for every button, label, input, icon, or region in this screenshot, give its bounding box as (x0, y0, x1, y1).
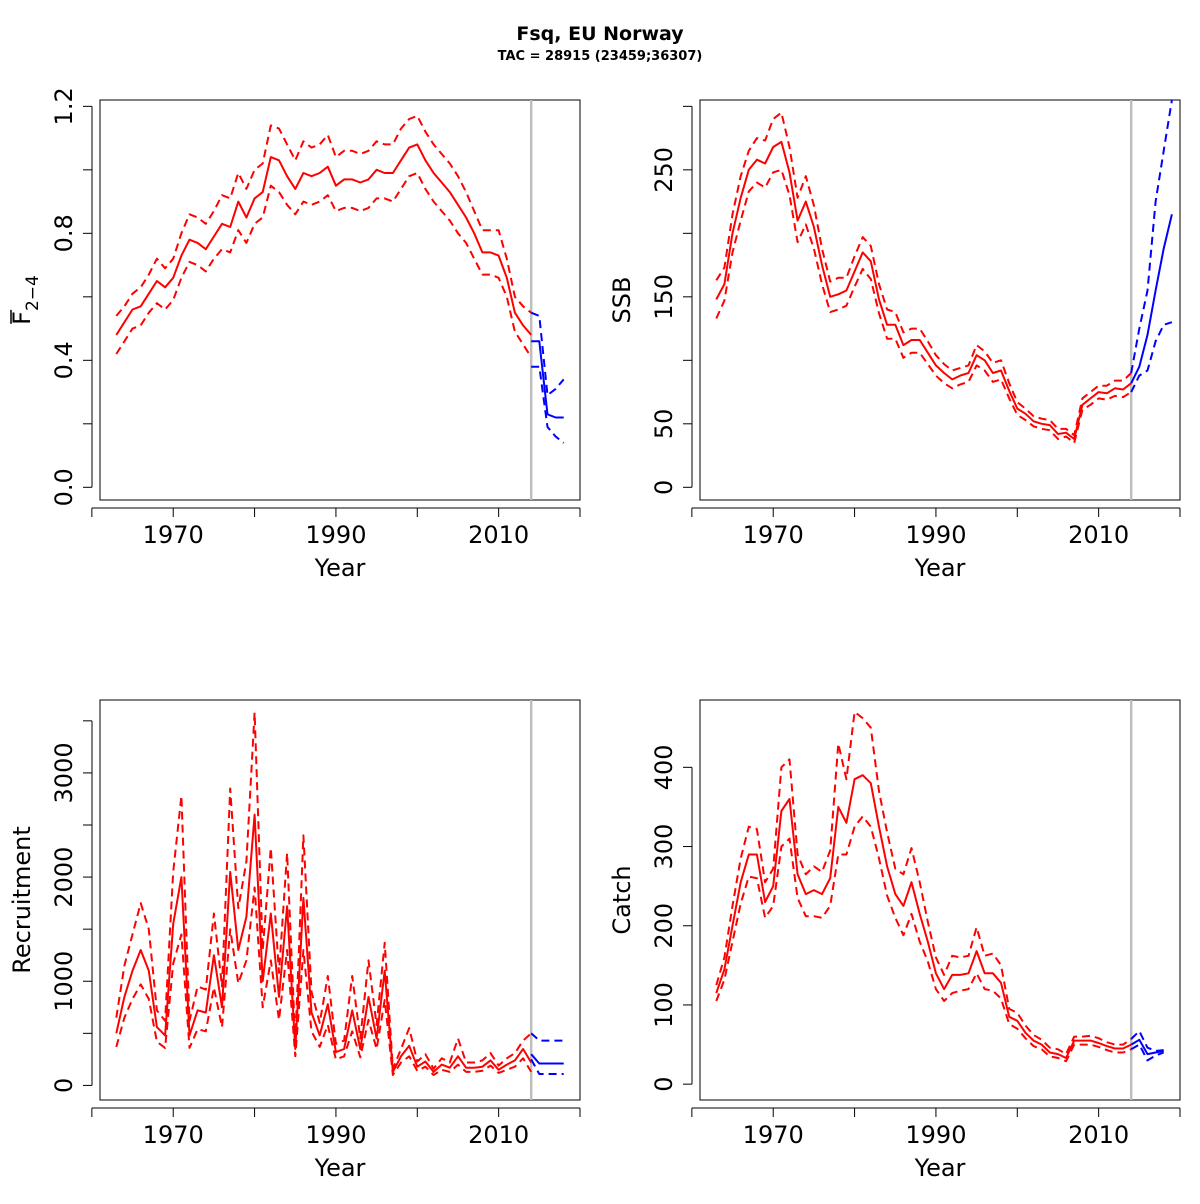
catch-panel-frame (699, 699, 1181, 1101)
figure-subtitle: TAC = 28915 (23459;36307) (498, 49, 703, 64)
f-panel-x-tick-label: 1990 (305, 521, 366, 549)
recruitment-panel-y-tick-label: 1000 (50, 951, 78, 1012)
ssb-panel-y-label: SSB (608, 277, 636, 324)
ssb-panel-y-label-main: SSB (608, 277, 636, 324)
catch-panel-y-tick-label: 200 (650, 903, 678, 949)
ssb-panel-y-tick-label: 0 (650, 480, 678, 495)
catch-panel-y-tick-label: 400 (650, 744, 678, 790)
catch-panel-y-label: Catch (608, 865, 636, 934)
catch-panel-x-label: Year (914, 1154, 966, 1182)
catch-panel-forecast-estimate-line-3 (1130, 1038, 1164, 1056)
recruitment-panel-y-tick-label: 0 (50, 1078, 78, 1093)
recruitment-panel-forecast-bound-line-4 (530, 1032, 564, 1042)
f-panel-frame (99, 99, 581, 501)
catch-panel-y-label-main: Catch (608, 865, 636, 934)
catch-panel-history-bound-line-2 (715, 815, 1132, 1063)
ssb-panel-y-tick-label: 250 (650, 147, 678, 193)
f-panel-y-tick-label: 0.8 (50, 214, 78, 252)
recruitment-panel-x-tick-label: 1970 (143, 1121, 204, 1149)
ssb-panel-x-tick-label: 2010 (1068, 521, 1129, 549)
f-panel-forecast-bound-line-5 (531, 365, 565, 444)
f-panel-y-label-sub: 2−4 (23, 275, 43, 311)
f-panel-y-label-main: F (8, 311, 36, 325)
ssb-panel-y-tick-label: 150 (650, 274, 678, 320)
f-panel-series-group (115, 114, 565, 444)
f-panel: 1970 1990 2010 Year 0.0 0.4 0.8 1.2 F2−4 (8, 87, 581, 582)
ssb-panel-series-group (715, 100, 1173, 444)
recruitment-panel-y-label-main: Recruitment (8, 826, 36, 973)
catch-panel-x-tick-label: 1990 (905, 1121, 966, 1149)
catch-panel-series-group (715, 710, 1165, 1063)
ssb-panel: 1970 1990 2010 Year 0 50 150 250 SSB (608, 99, 1181, 582)
recruitment-panel-y-tick-label: 2000 (50, 847, 78, 908)
f-panel-history-estimate-line-0 (115, 143, 532, 336)
f-panel-y-tick-label: 0.4 (50, 341, 78, 379)
recruitment-panel-x-tick-label: 1990 (305, 1121, 366, 1149)
ssb-panel-frame (699, 99, 1181, 501)
catch-panel-forecast-bound-line-5 (1130, 1043, 1165, 1062)
f-panel-forecast-estimate-line-3 (531, 340, 564, 419)
catch-panel-x-tick-label: 2010 (1068, 1121, 1129, 1149)
catch-panel: 1970 1990 2010 Year 0 100 200 300 400 Catch (608, 699, 1181, 1182)
ssb-panel-x-tick-label: 1990 (905, 521, 966, 549)
recruitment-panel-forecast-bound-line-5 (530, 1058, 564, 1075)
f-panel-y-label: F2−4 (8, 275, 43, 325)
ssb-panel-y-tick-label: 50 (650, 409, 678, 440)
f-panel-x-label: Year (314, 554, 366, 582)
recruitment-panel-forecast-estimate-line-3 (530, 1053, 564, 1065)
ssb-panel-history-bound-line-2 (715, 168, 1132, 444)
catch-panel-y-tick-label: 300 (650, 824, 678, 870)
f-panel-x-tick-label: 1970 (143, 521, 204, 549)
f-panel-x-tick-label: 2010 (468, 521, 529, 549)
recruitment-panel: 1970 1990 2010 Year 0 1000 2000 3000 Recruitment (8, 699, 581, 1182)
figure-title: Fsq, EU Norway (516, 23, 684, 45)
catch-panel-forecast-bound-line-4 (1130, 1030, 1164, 1052)
catch-panel-y-tick-label: 100 (650, 982, 678, 1028)
recruitment-panel-history-estimate-line-0 (115, 813, 533, 1073)
f-panel-history-bound-line-2 (115, 172, 533, 358)
recruitment-panel-x-tick-label: 2010 (468, 1121, 529, 1149)
catch-panel-x-tick-label: 1970 (743, 1121, 804, 1149)
recruitment-panel-frame (99, 699, 581, 1101)
recruitment-panel-history-bound-line-1 (115, 711, 532, 1070)
ssb-panel-forecast-bound-line-5 (1130, 321, 1173, 393)
f-panel-y-tick-label: 1.2 (50, 87, 78, 125)
ssb-panel-history-estimate-line-0 (715, 140, 1132, 440)
catch-panel-y-tick-label: 0 (650, 1077, 678, 1092)
ssb-panel-forecast-estimate-line-3 (1130, 214, 1173, 384)
recruitment-panel-series-group (115, 711, 564, 1076)
recruitment-panel-y-tick-label: 3000 (50, 742, 78, 803)
f-panel-y-tick-label: 0.0 (50, 468, 78, 506)
recruitment-panel-y-label: Recruitment (8, 826, 36, 973)
recruitment-panel-x-label: Year (314, 1154, 366, 1182)
catch-panel-history-bound-line-1 (715, 710, 1132, 1056)
catch-panel-history-estimate-line-0 (715, 774, 1132, 1059)
f-panel-forecast-bound-line-4 (530, 311, 565, 397)
f-panel-history-bound-line-1 (115, 114, 532, 317)
recruitment-panel-history-bound-line-2 (115, 886, 533, 1076)
ssb-panel-x-tick-label: 1970 (743, 521, 804, 549)
ssb-panel-x-label: Year (914, 554, 966, 582)
ssb-panel-history-bound-line-1 (715, 111, 1132, 437)
